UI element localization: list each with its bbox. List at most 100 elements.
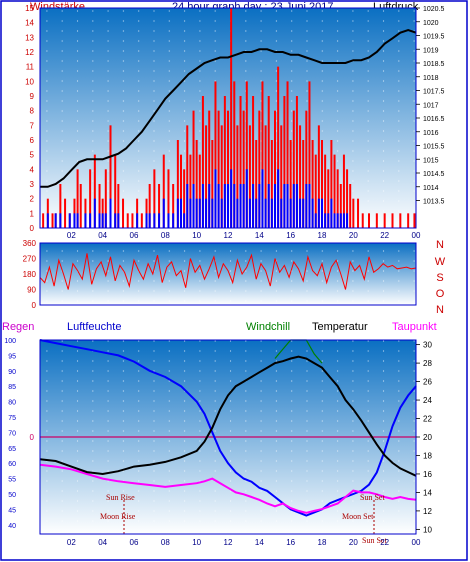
x-tick-label: 14 (255, 538, 264, 547)
wind-bars (46, 169, 349, 228)
humidity-tick-label: 95 (8, 353, 16, 360)
wind-tick-label: 13 (25, 33, 34, 42)
x-tick-label: 16 (286, 538, 295, 547)
wind-tick-label: 10 (25, 77, 34, 86)
dir-label-o: O (436, 288, 445, 300)
wind-direction-panel: 0 90 180 270 360 N W S O N (23, 239, 446, 316)
temperature-tick-label: 24 (423, 396, 432, 405)
wind-tick-label: 1 (30, 209, 35, 218)
pressure-tick-label: 1014.5 (423, 171, 445, 178)
wind-tick-label: 9 (30, 92, 35, 101)
dir-label-n1: N (436, 239, 444, 251)
humidity-tick-label: 100 (4, 338, 16, 345)
temperature-tick-label: 28 (423, 359, 432, 368)
pressure-tick-label: 1019 (423, 47, 439, 54)
pressure-tick-label: 1017 (423, 102, 439, 109)
x-tick-label: 22 (380, 231, 389, 240)
wind-tick-label: 3 (30, 180, 35, 189)
temperature-tick-label: 16 (423, 470, 432, 479)
humidity-tick-label: 70 (8, 430, 16, 437)
x-tick-label: 08 (161, 231, 170, 240)
pressure-tick-label: 1015.5 (423, 144, 445, 151)
x-tick-label: 02 (67, 538, 76, 547)
x-tick-label: 06 (130, 538, 139, 547)
x-tick-label: 08 (161, 538, 170, 547)
temperature-tick-label: 12 (423, 507, 432, 516)
x-tick-label: 00 (412, 538, 421, 547)
direction-tick-label: 180 (23, 270, 37, 279)
direction-tick-label: 360 (23, 239, 37, 248)
pressure-tick-label: 1016 (423, 130, 439, 137)
wind-tick-label: 4 (30, 165, 35, 174)
pressure-axis-labels: 1013.5 1014 1014.5 1015 1015.5 1016 1016.5 1017… (416, 6, 445, 206)
direction-grid (40, 243, 416, 305)
direction-tick-label: 90 (27, 286, 36, 295)
sun-set-label: Sun Set (360, 493, 385, 502)
humidity-tick-label: 60 (8, 461, 16, 468)
x-tick-label: 06 (130, 231, 139, 240)
wind-tick-label: 11 (26, 63, 35, 72)
x-tick-label: 10 (192, 231, 201, 240)
pressure-tick-label: 1019.5 (423, 34, 445, 41)
humidity-tick-label: 80 (8, 400, 16, 407)
wind-tick-label: 14 (25, 19, 34, 28)
direction-tick-label: 270 (23, 255, 37, 264)
humidity-tick-label: 50 (8, 492, 16, 499)
x-tick-label: 04 (98, 538, 107, 547)
wind-tick-label: 6 (30, 136, 35, 145)
temperature-tick-label: 20 (423, 433, 432, 442)
direction-tick-label: 0 (32, 301, 37, 310)
direction-line (39, 253, 417, 290)
dir-label-w: W (435, 256, 446, 268)
temp-humidity-panel: Sun Rise Moon Rise Sun Set Moon Set Sun … (4, 338, 432, 547)
sun-set-label-bottom: Sun Set (362, 536, 387, 545)
direction-axis-labels: 0 90 180 270 360 (23, 239, 37, 310)
humidity-tick-label: 65 (8, 446, 16, 453)
wind-tick-label: 0 (30, 224, 35, 233)
moon-rise-label: Moon Rise (100, 512, 136, 521)
legend-luftfeuchte: Luftfeuchte (67, 321, 121, 333)
temperature-tick-label: 22 (423, 415, 432, 424)
legend-taupunkt: Taupunkt (392, 321, 437, 333)
temperature-tick-label: 26 (423, 378, 432, 387)
wind-tick-label: 7 (30, 121, 35, 130)
dewpoint-line (39, 463, 417, 514)
humidity-tick-label: 45 (8, 507, 16, 514)
pressure-tick-label: 1018.5 (423, 61, 445, 68)
wind-tick-label: 12 (25, 48, 34, 57)
temperature-tick-label: 18 (423, 451, 432, 460)
pressure-tick-label: 1013.5 (423, 199, 445, 206)
x-tick-label: 20 (349, 538, 358, 547)
x-tick-label: 04 (98, 231, 107, 240)
x-tick-label: 20 (349, 231, 358, 240)
pressure-tick-label: 1020 (423, 20, 439, 27)
temperature-line (39, 355, 417, 477)
x-tick-label: 14 (255, 231, 264, 240)
pressure-tick-label: 1016.5 (423, 116, 445, 123)
moon-set-label: Moon Set (342, 512, 374, 521)
pressure-tick-label: 1020.5 (423, 6, 445, 13)
x-tick-label: 02 (67, 231, 76, 240)
rain-zero-label: 0 (30, 433, 35, 442)
wind-pressure-x-labels: 02 04 06 08 10 12 14 16 18 20 22 00 (67, 231, 421, 240)
x-tick-label: 10 (192, 538, 201, 547)
pressure-line (40, 28, 417, 188)
x-tick-label: 18 (318, 231, 327, 240)
humidity-tick-label: 90 (8, 369, 16, 376)
pressure-tick-label: 1018 (423, 75, 439, 82)
humidity-line (39, 339, 417, 517)
temp-x-labels: 02 04 06 08 10 12 14 16 18 20 22 00 (67, 538, 421, 547)
legend-temperatur: Temperatur (312, 321, 368, 333)
dir-label-n2: N (436, 304, 444, 316)
pressure-tick-label: 1017.5 (423, 89, 445, 96)
temperature-tick-label: 30 (423, 341, 432, 350)
temperature-tick-label: 14 (423, 488, 432, 497)
pressure-tick-label: 1014 (423, 185, 439, 192)
x-tick-label: 18 (318, 538, 327, 547)
humidity-tick-label: 75 (8, 415, 16, 422)
